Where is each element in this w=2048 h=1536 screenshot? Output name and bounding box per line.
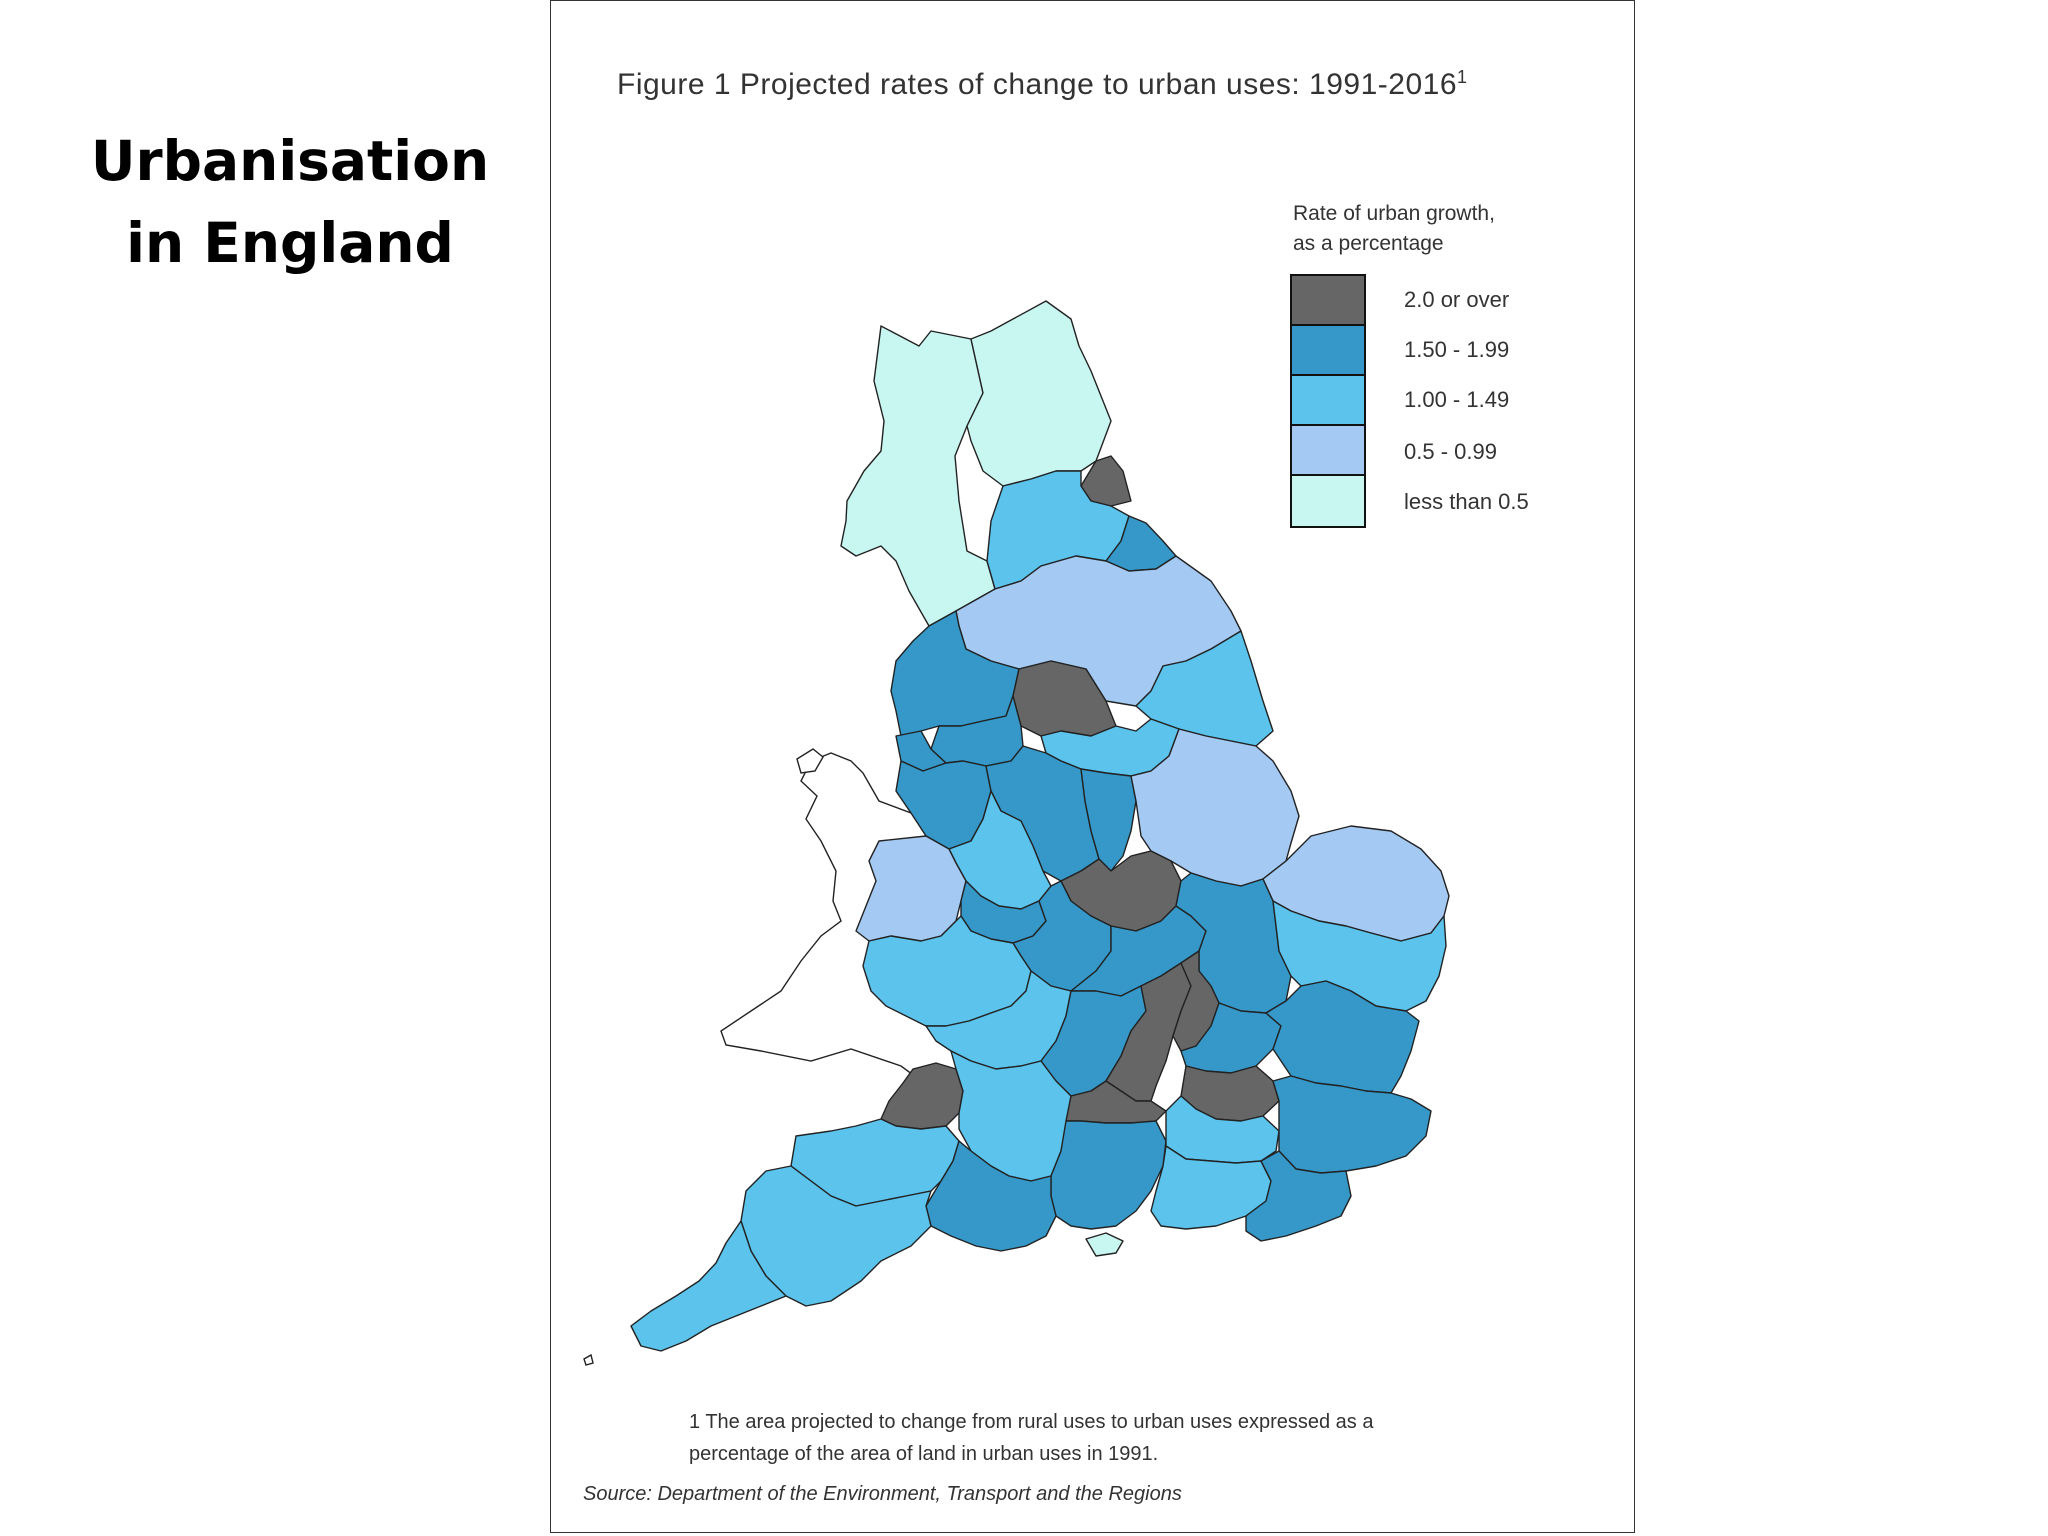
region-hampshire	[1050, 1120, 1167, 1230]
region-east-sussex	[1245, 1150, 1352, 1242]
legend-label-1-00-1-49: 1.00 - 1.49	[1404, 387, 1510, 412]
legend-swatch-1-00-1-49	[1292, 376, 1364, 426]
figure-title-superscript: 1	[1457, 67, 1468, 87]
figure-footnote: 1 The area projected to change from rura…	[689, 1406, 1549, 1470]
region-cumbria	[840, 325, 996, 627]
legend-title-line1: Rate of urban growth,	[1293, 202, 1495, 225]
slide-title-line2: in England	[126, 211, 454, 275]
region-suffolk	[1272, 900, 1447, 1012]
legend-swatches	[1290, 274, 1366, 528]
footnote-line1: 1 The area projected to change from rura…	[689, 1411, 1374, 1433]
legend-label-2-0-or-over: 2.0 or over	[1404, 287, 1510, 312]
region-kent	[1272, 1075, 1432, 1174]
anglesey-outline	[796, 748, 824, 774]
figure-frame: Figure 1 Projected rates of change to ur…	[550, 0, 1635, 1533]
figure-title: Figure 1 Projected rates of change to ur…	[617, 67, 1468, 102]
figure-title-text: Figure 1 Projected rates of change to ur…	[617, 68, 1458, 101]
legend-swatch-1-50-1-99	[1292, 326, 1364, 376]
footnote-line2: percentage of the area of land in urban …	[689, 1443, 1159, 1465]
legend-label-1-50-1-99: 1.50 - 1.99	[1404, 337, 1510, 362]
region-northumberland	[966, 300, 1112, 487]
legend-swatch-0-5-0-99	[1292, 426, 1364, 476]
figure-source: Source: Department of the Environment, T…	[583, 1483, 1182, 1505]
legend-swatch-2-0-or-over	[1292, 276, 1364, 326]
region-nottinghamshire	[1080, 768, 1137, 872]
map-regions	[630, 300, 1450, 1352]
legend-title-line2: as a percentage	[1293, 232, 1444, 255]
slide-title: Urbanisation in England	[40, 120, 540, 284]
region-cornwall	[630, 1220, 787, 1352]
region-essex	[1265, 980, 1420, 1094]
slide-title-line1: Urbanisation	[90, 129, 490, 193]
region-isle-of-wight	[1085, 1232, 1124, 1257]
legend-swatch-less-than-0-5	[1292, 476, 1364, 526]
legend-label-0-5-0-99: 0.5 - 0.99	[1404, 439, 1497, 464]
region-avon	[880, 1062, 964, 1130]
region-dorset	[925, 1140, 1057, 1252]
england-map	[583, 300, 1450, 1366]
legend-label-less-than-0-5: less than 0.5	[1404, 489, 1529, 514]
legend-title: Rate of urban growth, as a percentage	[1293, 199, 1495, 259]
isles-of-scilly-mark	[583, 1353, 594, 1366]
